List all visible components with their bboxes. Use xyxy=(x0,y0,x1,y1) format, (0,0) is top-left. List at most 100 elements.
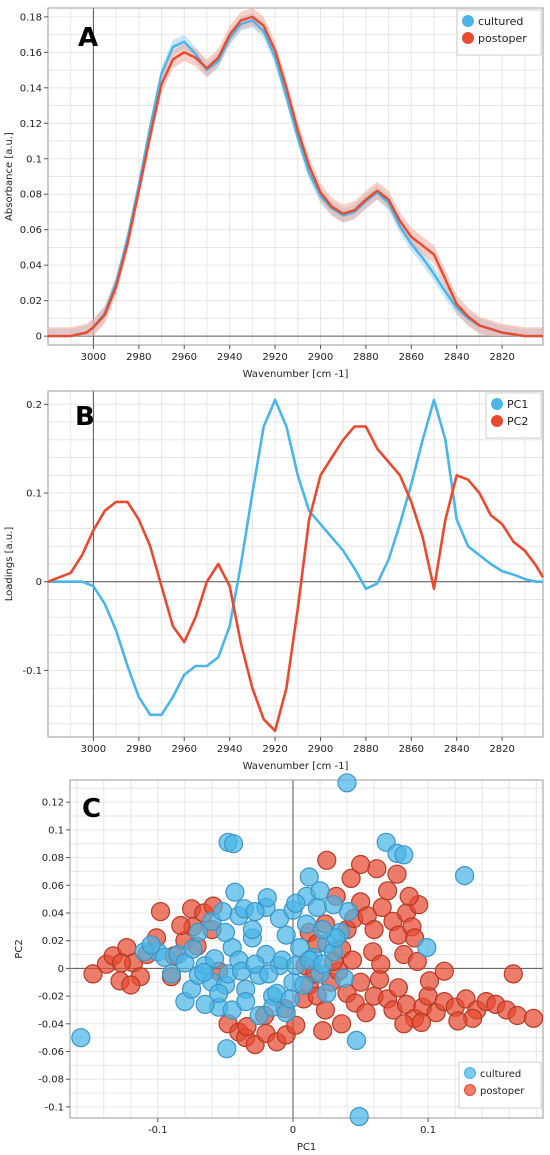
panel-a-chart: 3000 2980 2960 2940 2920 2900 2880 2860 2840 2820… xyxy=(4,7,544,380)
point-postoper xyxy=(388,978,408,998)
point-cultured xyxy=(294,975,314,995)
point-postoper xyxy=(83,964,103,984)
legend-label-cultured: cultured xyxy=(480,1069,521,1080)
legend-label-cultured: cultured xyxy=(478,15,523,28)
point-cultured xyxy=(296,914,317,934)
panel-a-legend[interactable]: cultured postoper xyxy=(456,9,542,56)
point-postoper xyxy=(341,868,361,889)
plot-frame xyxy=(47,7,544,346)
point-cultured xyxy=(276,925,296,945)
point-postoper xyxy=(356,1003,376,1023)
y-tick-label: 0.12 xyxy=(42,798,64,809)
point-cultured xyxy=(161,964,181,984)
y-tick-label: -0.1 xyxy=(22,666,42,677)
point-cultured xyxy=(259,964,279,984)
x-tick-label: 0 xyxy=(290,1125,296,1136)
point-postoper xyxy=(419,971,440,991)
legend-marker-postoper xyxy=(464,1084,476,1096)
x-tick-label: 2820 xyxy=(489,744,514,755)
y-tick-label: 0.1 xyxy=(26,154,42,165)
y-tick-label: 0.02 xyxy=(42,936,64,947)
panel-c-ticks: -0.1 0 0.1 -0.1 -0.08 -0.06 -0.04 -0.02 0 0.02 0.0… xyxy=(38,798,436,1136)
point-postoper xyxy=(394,1014,414,1034)
point-postoper xyxy=(371,954,391,974)
point-postoper xyxy=(407,951,427,972)
point-postoper xyxy=(121,975,141,995)
x-tick-label: 0.1 xyxy=(420,1125,436,1136)
plot-frame xyxy=(69,779,544,1119)
panel-a-grid xyxy=(47,7,544,346)
point-cultured xyxy=(310,881,330,901)
panel-c-scatter-points xyxy=(71,773,544,1127)
point-cultured xyxy=(257,888,277,908)
legend-label-PC1: PC1 xyxy=(507,398,528,411)
panel-a-series-lines xyxy=(48,15,543,338)
panel-a-letter: A xyxy=(78,23,98,53)
panel-a-y-axis-title: Absorbance [a.u.] xyxy=(4,132,15,221)
panel-b-x-axis-title: Wavenumber [cm -1] xyxy=(243,761,349,772)
point-cultured xyxy=(245,901,265,922)
x-tick-label: -0.1 xyxy=(148,1125,168,1136)
point-cultured xyxy=(141,935,161,955)
y-tick-label: 0 xyxy=(36,332,42,343)
band-cultured xyxy=(48,13,543,337)
x-tick-label: 2920 xyxy=(262,352,287,363)
series-line-PC1 xyxy=(48,398,543,717)
point-postoper xyxy=(111,953,132,973)
point-cultured xyxy=(225,882,245,902)
y-tick-label: 0 xyxy=(58,964,64,975)
x-tick-label: 2900 xyxy=(308,744,333,755)
y-tick-label: 0.2 xyxy=(26,400,42,411)
y-tick-label: 0.06 xyxy=(20,225,42,236)
point-postoper xyxy=(315,1000,335,1020)
point-cultured xyxy=(394,845,414,865)
point-postoper xyxy=(171,915,191,936)
y-tick-label: -0.08 xyxy=(38,1075,64,1086)
x-tick-label: 2880 xyxy=(353,744,378,755)
point-cultured xyxy=(245,954,265,974)
point-postoper xyxy=(342,950,362,970)
x-tick-label: 2860 xyxy=(399,352,424,363)
panel-b-y-axis-title: Loadings [a.u.] xyxy=(4,527,15,602)
point-cultured xyxy=(183,939,203,959)
y-tick-label: -0.1 xyxy=(44,1102,64,1113)
point-cultured xyxy=(205,949,225,969)
point-cultured xyxy=(349,1106,369,1127)
point-postoper xyxy=(351,972,371,992)
x-tick-label: 2920 xyxy=(262,744,287,755)
x-tick-label: 2900 xyxy=(308,352,333,363)
point-cultured xyxy=(313,954,333,974)
legend-label-postoper: postoper xyxy=(478,32,527,45)
y-tick-label: 0.1 xyxy=(26,489,42,500)
point-cultured xyxy=(417,937,437,958)
x-tick-label: 2940 xyxy=(217,352,242,363)
y-tick-label: -0.02 xyxy=(38,992,64,1003)
point-postoper xyxy=(313,1021,333,1041)
point-cultured xyxy=(337,773,357,793)
y-tick-label: 0.04 xyxy=(20,261,42,272)
point-cultured xyxy=(323,895,344,915)
y-tick-label: 0.08 xyxy=(20,190,42,201)
point-cultured xyxy=(299,867,319,887)
panel-c-y-axis-title: PC2 xyxy=(14,939,25,958)
y-tick-label: 0.12 xyxy=(20,119,42,130)
point-postoper xyxy=(434,961,454,981)
point-postoper xyxy=(317,850,337,870)
point-postoper xyxy=(367,859,387,879)
x-tick-label: 2980 xyxy=(126,744,151,755)
legend-marker-cultured xyxy=(464,1067,476,1079)
legend-label-PC2: PC2 xyxy=(507,415,528,428)
point-cultured xyxy=(334,968,354,988)
panel-b-grid xyxy=(47,390,544,738)
point-cultured xyxy=(317,983,337,1003)
series-line-PC2 xyxy=(47,425,545,733)
y-tick-label: 0.08 xyxy=(42,853,64,864)
panel-c-chart: -0.1 0 0.1 -0.1 -0.08 -0.06 -0.04 -0.02 0 0.02 0.0… xyxy=(14,773,544,1153)
point-postoper xyxy=(237,1016,257,1037)
legend-marker-postoper xyxy=(462,32,474,44)
y-tick-label: 0.18 xyxy=(20,12,42,23)
x-tick-label: 2960 xyxy=(172,352,197,363)
panel-c-legend[interactable]: cultured postoper xyxy=(458,1061,542,1109)
point-cultured xyxy=(346,1030,367,1051)
